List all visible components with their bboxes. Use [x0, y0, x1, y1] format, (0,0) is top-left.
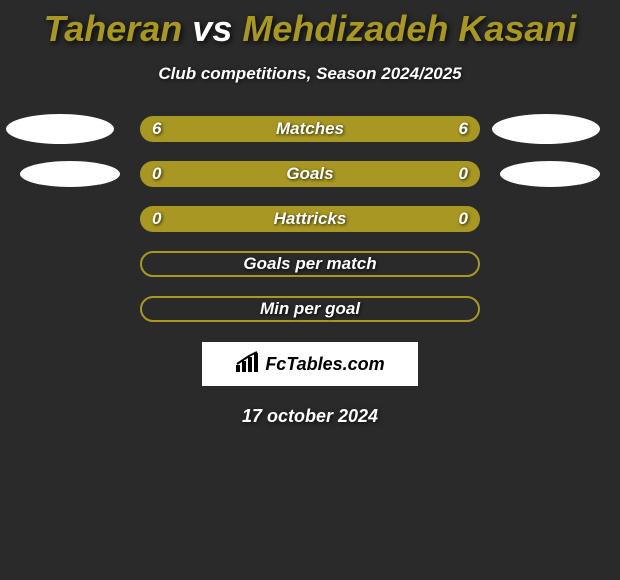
stat-label: Min per goal — [260, 299, 360, 319]
stat-row: 0 Goals 0 — [0, 161, 620, 187]
stat-row: 6 Matches 6 — [0, 116, 620, 142]
stat-value-right: 0 — [444, 209, 468, 229]
stat-bar: 6 Matches 6 — [140, 116, 480, 142]
player-marker-right — [500, 161, 600, 187]
stat-bar: Min per goal — [140, 296, 480, 322]
stat-value-left: 6 — [152, 119, 176, 139]
stat-row: Min per goal — [0, 296, 620, 322]
date-text: 17 october 2024 — [0, 406, 620, 427]
player-marker-right — [492, 114, 600, 144]
title-left: Taheran — [44, 8, 183, 49]
stat-value-left: 0 — [152, 164, 176, 184]
stat-bar: 0 Goals 0 — [140, 161, 480, 187]
stat-bar: Goals per match — [140, 251, 480, 277]
stat-rows: 6 Matches 6 0 Goals 0 0 Hattricks 0 Goals per mat… — [0, 116, 620, 322]
stat-label: Matches — [276, 119, 344, 139]
page-title: Taheran vs Mehdizadeh Kasani — [0, 0, 620, 50]
stat-value-right: 0 — [444, 164, 468, 184]
stat-label: Goals — [286, 164, 333, 184]
stat-value-left: 0 — [152, 209, 176, 229]
stat-label: Hattricks — [274, 209, 347, 229]
chart-icon — [235, 351, 261, 378]
stat-label: Goals per match — [243, 254, 376, 274]
infographic-container: Taheran vs Mehdizadeh Kasani Club compet… — [0, 0, 620, 580]
subtitle: Club competitions, Season 2024/2025 — [0, 64, 620, 84]
stat-value-right: 6 — [444, 119, 468, 139]
stat-row: Goals per match — [0, 251, 620, 277]
player-marker-left — [20, 161, 120, 187]
stat-row: 0 Hattricks 0 — [0, 206, 620, 232]
logo-text: FcTables.com — [265, 354, 384, 375]
stat-bar: 0 Hattricks 0 — [140, 206, 480, 232]
player-marker-left — [6, 114, 114, 144]
title-vs: vs — [182, 8, 242, 49]
title-right: Mehdizadeh Kasani — [242, 8, 576, 49]
logo-box: FcTables.com — [202, 342, 418, 386]
